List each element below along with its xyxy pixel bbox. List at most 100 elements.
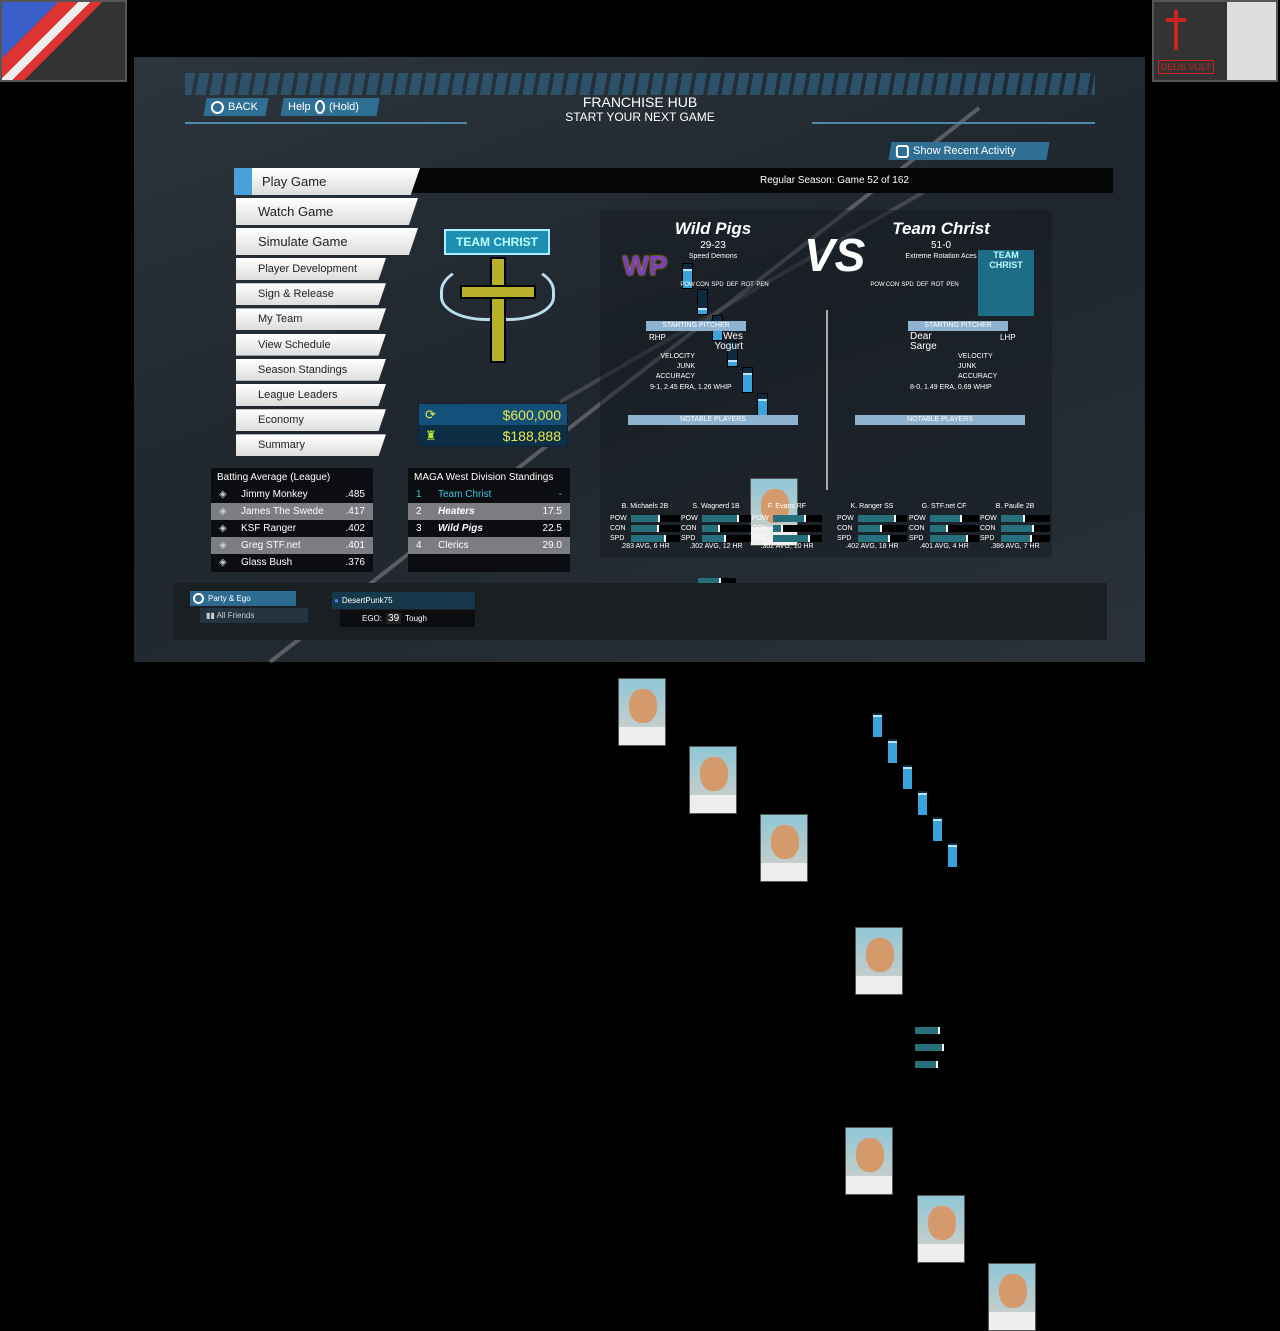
rating-bar-def [727,341,738,367]
pitcher-rating-label: JUNK [676,363,695,370]
menu-item-my-team[interactable]: My Team [236,308,386,331]
team-logo-icon: ◈ [219,523,227,534]
menu-label: Play Game [262,174,327,189]
menu-item-play-game[interactable]: Play Game [234,168,420,195]
pitcher-hand: LHP [1000,333,1016,342]
menu-item-player-development[interactable]: Player Development [236,258,386,280]
show-recent-activity-button[interactable]: Show Recent Activity [888,142,1050,160]
stat-label: SPD [681,534,696,542]
table-row[interactable]: ◈ KSF Ranger .402 [211,520,373,537]
rating-bar-con [697,289,708,315]
player-name-pos: S. Wagnerd 1B [681,503,751,513]
pitcher-rating-label: VELOCITY [958,353,993,360]
player-name-pos: K. Ranger SS [837,503,907,513]
table-row[interactable]: 3 Wild Pigs 22.5 [408,520,570,537]
table-row[interactable]: 4 Clerics 29.0 [408,537,570,554]
stat-label: CON [681,524,697,532]
player-portrait[interactable] [618,678,666,746]
menu-item-economy[interactable]: Economy [236,409,386,432]
batting-title: Batting Average (League) [217,472,331,483]
player-portrait[interactable] [689,746,737,814]
rating-label: POW [680,282,695,288]
player-stat-line: .402 AVG, 18 HR [845,543,899,550]
rating-bar-pow [682,263,693,289]
player-name: Greg STF.net [241,540,301,551]
menu-item-season-standings[interactable]: Season Standings [236,358,386,381]
team-name: Wild Pigs [674,219,752,238]
us-flag-patch [0,0,127,82]
friend-entry[interactable]: ● DesertPunk75 [332,592,475,609]
menu-label: Simulate Game [258,234,348,249]
rating-bar-pow [872,712,883,738]
stat-bar [1000,514,1050,522]
help-button[interactable]: Help (Hold) [280,98,380,116]
back-button[interactable]: BACK [203,98,269,116]
table-row[interactable]: ◈ Glass Bush .376 [211,554,373,571]
pitcher-hand: RHP [649,333,666,342]
stat-label: SPD [610,534,625,542]
games-back: 22.5 [542,523,562,534]
stat-label: CON [752,524,768,532]
stat-label: POW [980,514,997,522]
stat-bar [701,514,751,522]
player-stat: POW [837,513,907,523]
menu-item-sign-release[interactable]: Sign & Release [236,283,386,306]
stat-bar [857,514,907,522]
stat-bar [929,524,979,532]
stat-bar [772,534,822,542]
menu-item-watch-game[interactable]: Watch Game [236,198,418,225]
player-portrait[interactable] [988,1263,1036,1331]
help-hold-label: (Hold) [328,101,359,113]
table-row[interactable]: 2 Heaters 17.5 [408,503,570,520]
budget-icon: ⟳ [425,406,436,422]
menu-label: View Schedule [258,338,331,351]
pitcher-stat-line: 9-1, 2.45 ERA, 1.26 WHIP [650,384,732,391]
team-logo-icon: ◈ [219,489,227,500]
player-stat-line: .401 AVG, 4 HR [919,543,969,550]
menu-item-view-schedule[interactable]: View Schedule [236,333,386,356]
rank: 2 [416,506,422,517]
deus-vult-text: DEUS VULT [1158,60,1214,74]
player-stat: CON [681,523,751,533]
divider [185,122,467,124]
player-portrait[interactable] [760,814,808,882]
player-stat-line: .302 AVG, 12 HR [689,543,743,550]
menu-item-summary[interactable]: Summary [236,434,386,457]
player-stat: POW [610,513,680,523]
player-name: KSF Ranger [241,523,297,534]
notable-players-header: NOTABLE PLAYERS [628,415,798,425]
menu-item-simulate-game[interactable]: Simulate Game [236,228,418,255]
table-row[interactable]: ◈ Jimmy Monkey .485 [211,486,373,503]
all-friends-filter[interactable]: ▮▮ All Friends [200,608,308,623]
pitcher-portrait[interactable] [855,927,903,995]
stat-label: SPD [909,534,924,542]
menu-label: Player Development [258,263,358,275]
player-position: 2B [659,503,669,510]
pitcher-last-name: Yogurt [714,341,743,352]
stat-label: CON [980,524,996,532]
help-label: Help [288,101,311,113]
table-row[interactable]: 1 Team Christ - [408,486,570,503]
menu-label: Sign & Release [258,288,334,301]
stat-label: CON [610,524,626,532]
table-row[interactable]: ◈ Greg STF.net .401 [211,537,373,554]
player-portrait[interactable] [845,1127,893,1195]
player-name-pos: G. STF.net CF [909,503,979,513]
stat-bar [857,534,907,542]
player-stat: SPD [752,533,822,543]
pitcher-stat-line: 8-0, 1.49 ERA, 0.69 WHIP [910,384,992,391]
team-name: Team Christ [438,489,492,500]
player-portrait[interactable] [917,1195,965,1263]
pitcher-rating-bar [915,1044,953,1051]
stat-bar [857,524,907,532]
matchup-panel: VS [600,210,1052,557]
player-name: Jimmy Monkey [241,489,308,500]
team-name: Heaters [438,506,475,517]
notable-player: G. STF.net CF POW CON SPD .401 AVG, 4 HR [909,503,979,550]
player-stat: SPD [610,533,680,543]
standings-title: MAGA West Division Standings [414,472,554,483]
party-ego-button[interactable]: Party & Ego [190,591,296,606]
notable-player: S. Wagnerd 1B POW CON SPD .302 AVG, 12 HR [681,503,751,550]
table-row[interactable]: ◈ James The Swede .417 [211,503,373,520]
menu-item-league-leaders[interactable]: League Leaders [236,384,386,406]
